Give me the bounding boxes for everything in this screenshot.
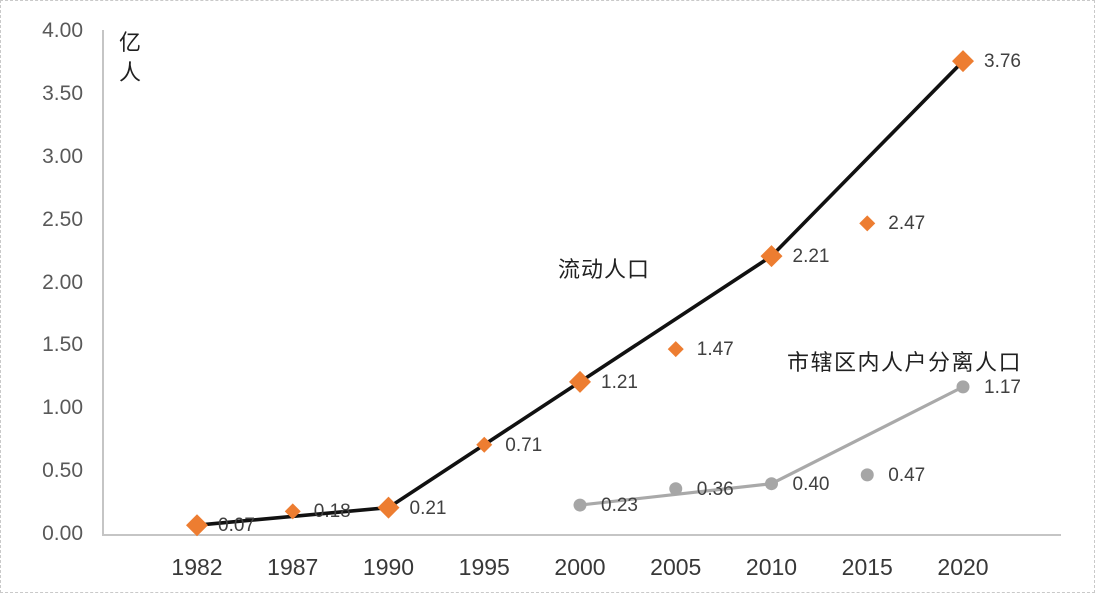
data-point-marker-separated-2010 [765,477,778,491]
data-label-floating-2020: 3.76 [984,51,1021,73]
x-tick-label-2015: 2015 [841,554,893,580]
x-tick-label-1990: 1990 [362,554,415,580]
data-label-floating-2015: 2.47 [888,213,926,235]
x-tick-label-2010: 2010 [745,554,798,580]
data-point-marker-floating-2015 [859,215,876,232]
series-label-separated-household-population: 市辖区内人户分离人口 [787,350,1023,375]
data-point-marker-separated-2000 [573,498,587,512]
y-tick-label-0.50: 0.50 [42,459,83,483]
data-label-floating-2010: 2.21 [792,246,830,268]
data-label-separated-2000: 0.23 [601,495,638,517]
data-point-marker-separated-2015 [860,468,874,482]
data-label-floating-1982: 0.07 [218,515,255,537]
data-point-marker-floating-2020 [952,50,974,73]
y-tick-label-4.00: 4.00 [42,19,83,42]
data-label-floating-1995: 0.71 [505,434,543,456]
data-point-marker-floating-1990 [377,496,400,519]
data-label-floating-1990: 0.21 [409,497,447,519]
y-tick-label-1.00: 1.00 [42,396,83,420]
data-label-separated-2020: 1.17 [984,376,1021,398]
series-label-floating-population: 流动人口 [558,257,651,282]
x-tick-label-2000: 2000 [554,554,606,580]
data-label-floating-2005: 1.47 [696,339,734,361]
data-point-marker-floating-2010 [760,245,783,268]
x-tick-label-1995: 1995 [458,554,510,580]
data-point-marker-floating-2000 [569,370,591,393]
series-line-floating-population [196,59,965,527]
y-tick-label-1.50: 1.50 [42,333,83,357]
y-tick-label-3.50: 3.50 [42,81,83,105]
data-point-marker-floating-2005 [667,341,684,358]
x-tick-label-2020: 2020 [937,554,989,580]
x-tick-label-2005: 2005 [650,554,702,580]
y-axis-unit-label: 亿人 [119,30,142,85]
data-point-marker-floating-1987 [284,503,301,520]
data-point-marker-separated-2005 [669,482,683,496]
y-tick-label-2.00: 2.00 [42,270,83,294]
data-label-separated-2015: 0.47 [888,464,926,486]
y-tick-label-0.00: 0.00 [42,522,83,545]
data-label-separated-2010: 0.40 [792,473,830,495]
data-point-marker-separated-2020 [956,380,970,394]
y-tick-label-2.50: 2.50 [42,207,83,231]
data-point-marker-floating-1995 [476,436,493,453]
x-tick-label-1987: 1987 [267,554,319,580]
data-label-floating-2000: 1.21 [601,371,638,393]
x-tick-label-1982: 1982 [171,554,223,580]
data-label-floating-1987: 0.18 [313,501,351,523]
y-tick-label-3.00: 3.00 [42,144,83,168]
data-label-separated-2005: 0.36 [696,478,734,500]
data-point-marker-floating-1982 [186,514,208,537]
